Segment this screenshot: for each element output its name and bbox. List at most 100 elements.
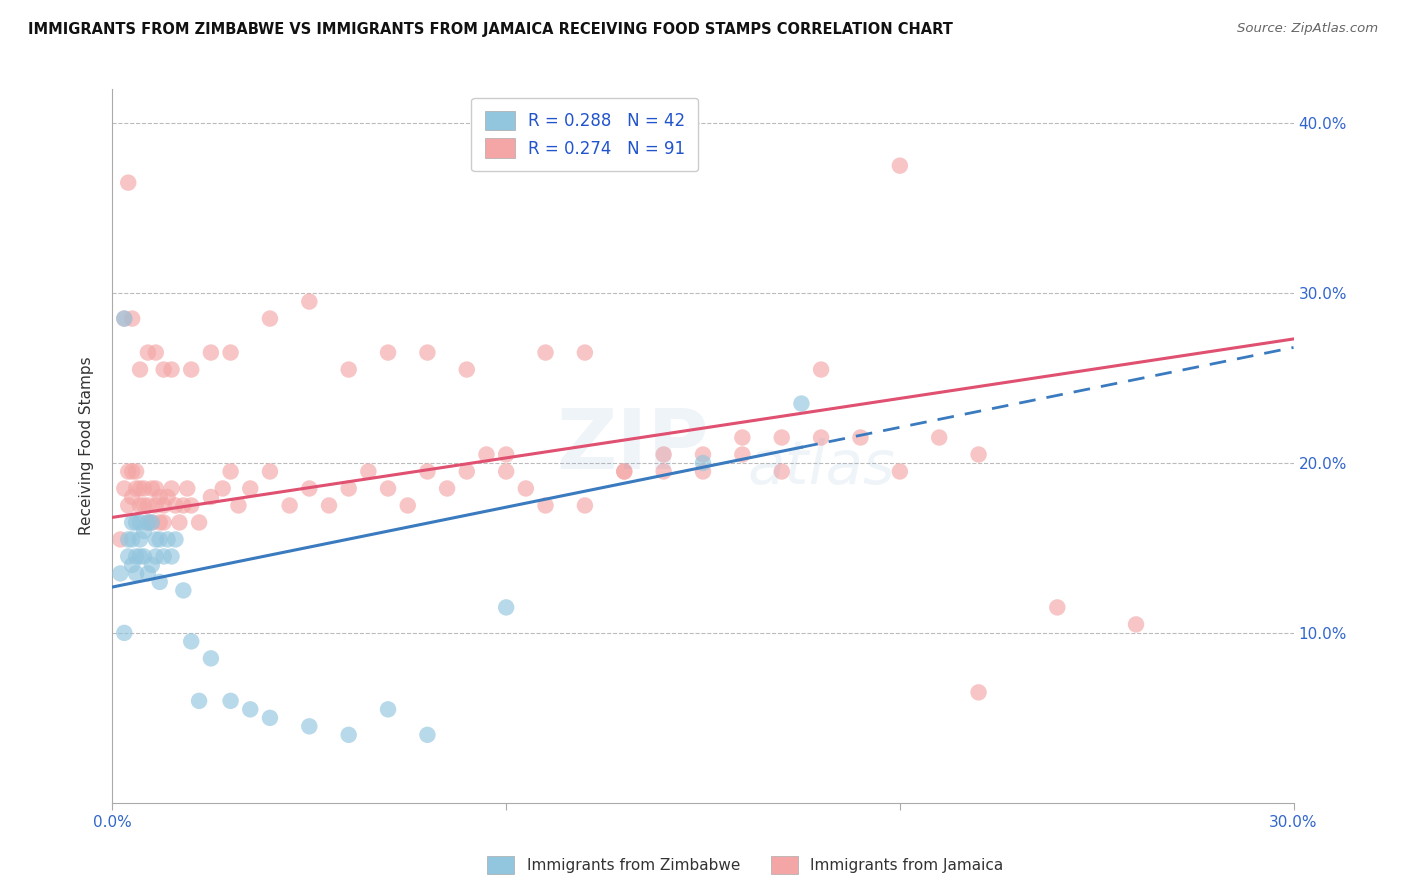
Point bbox=[136, 516, 159, 530]
Point bbox=[121, 558, 143, 572]
Point bbox=[145, 345, 167, 359]
Point bbox=[967, 685, 990, 699]
Point bbox=[259, 465, 281, 479]
Point bbox=[149, 533, 172, 547]
Point bbox=[169, 516, 191, 530]
Point bbox=[613, 465, 636, 479]
Point bbox=[228, 499, 250, 513]
Point bbox=[495, 600, 517, 615]
Point bbox=[145, 482, 167, 496]
Point bbox=[1125, 617, 1147, 632]
Point bbox=[117, 465, 139, 479]
Text: atlas: atlas bbox=[747, 438, 896, 497]
Point bbox=[211, 482, 233, 496]
Point bbox=[121, 465, 143, 479]
Point bbox=[318, 499, 340, 513]
Point bbox=[337, 362, 360, 376]
Point bbox=[200, 651, 222, 665]
Point bbox=[495, 448, 517, 462]
Point bbox=[110, 533, 132, 547]
Point bbox=[456, 465, 478, 479]
Point bbox=[141, 558, 163, 572]
Point bbox=[613, 465, 636, 479]
Point bbox=[129, 482, 152, 496]
Point bbox=[416, 345, 439, 359]
Point bbox=[172, 499, 194, 513]
Y-axis label: Receiving Food Stamps: Receiving Food Stamps bbox=[79, 357, 94, 535]
Text: IMMIGRANTS FROM ZIMBABWE VS IMMIGRANTS FROM JAMAICA RECEIVING FOOD STAMPS CORREL: IMMIGRANTS FROM ZIMBABWE VS IMMIGRANTS F… bbox=[28, 22, 953, 37]
Point bbox=[180, 499, 202, 513]
Point bbox=[357, 465, 380, 479]
Point bbox=[259, 311, 281, 326]
Point bbox=[1046, 600, 1069, 615]
Point bbox=[110, 566, 132, 581]
Point bbox=[121, 311, 143, 326]
Point bbox=[117, 176, 139, 190]
Point bbox=[160, 549, 183, 564]
Point bbox=[436, 482, 458, 496]
Point bbox=[475, 448, 498, 462]
Legend: R = 0.288   N = 42, R = 0.274   N = 91: R = 0.288 N = 42, R = 0.274 N = 91 bbox=[471, 97, 699, 171]
Point bbox=[188, 694, 211, 708]
Point bbox=[136, 499, 159, 513]
Point bbox=[156, 490, 179, 504]
Point bbox=[731, 430, 754, 444]
Point bbox=[145, 549, 167, 564]
Point bbox=[176, 482, 198, 496]
Point bbox=[136, 345, 159, 359]
Point bbox=[416, 465, 439, 479]
Point bbox=[377, 345, 399, 359]
Point bbox=[152, 499, 174, 513]
Point bbox=[112, 311, 135, 326]
Point bbox=[652, 465, 675, 479]
Point bbox=[156, 533, 179, 547]
Point bbox=[129, 499, 152, 513]
Point bbox=[298, 719, 321, 733]
Point bbox=[129, 362, 152, 376]
Point bbox=[129, 549, 152, 564]
Point bbox=[125, 482, 148, 496]
Point bbox=[731, 448, 754, 462]
Point bbox=[770, 465, 793, 479]
Point bbox=[117, 499, 139, 513]
Point bbox=[145, 533, 167, 547]
Point bbox=[165, 499, 187, 513]
Point bbox=[129, 516, 152, 530]
Point bbox=[495, 465, 517, 479]
Point bbox=[219, 465, 242, 479]
Point bbox=[149, 516, 172, 530]
Point bbox=[928, 430, 950, 444]
Point bbox=[278, 499, 301, 513]
Point bbox=[141, 482, 163, 496]
Point bbox=[652, 448, 675, 462]
Point bbox=[121, 516, 143, 530]
Point bbox=[141, 516, 163, 530]
Point bbox=[121, 533, 143, 547]
Point bbox=[692, 465, 714, 479]
Point bbox=[239, 482, 262, 496]
Point bbox=[377, 482, 399, 496]
Point bbox=[396, 499, 419, 513]
Point bbox=[117, 549, 139, 564]
Point bbox=[145, 499, 167, 513]
Point bbox=[152, 549, 174, 564]
Text: ZIP: ZIP bbox=[555, 406, 709, 486]
Point bbox=[534, 345, 557, 359]
Point bbox=[112, 482, 135, 496]
Legend: Immigrants from Zimbabwe, Immigrants from Jamaica: Immigrants from Zimbabwe, Immigrants fro… bbox=[481, 850, 1010, 880]
Point bbox=[136, 516, 159, 530]
Point bbox=[160, 362, 183, 376]
Point bbox=[141, 516, 163, 530]
Point bbox=[790, 396, 813, 410]
Point bbox=[125, 566, 148, 581]
Point bbox=[112, 626, 135, 640]
Point bbox=[125, 516, 148, 530]
Point bbox=[810, 362, 832, 376]
Point bbox=[259, 711, 281, 725]
Point bbox=[337, 482, 360, 496]
Point bbox=[149, 574, 172, 589]
Point bbox=[534, 499, 557, 513]
Point bbox=[967, 448, 990, 462]
Point bbox=[770, 430, 793, 444]
Point bbox=[132, 524, 155, 538]
